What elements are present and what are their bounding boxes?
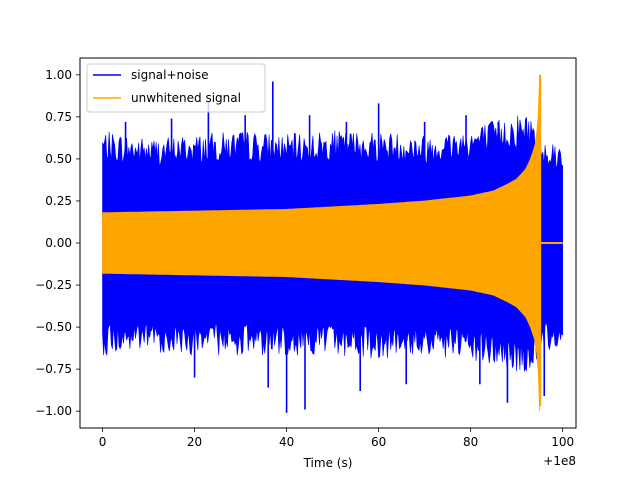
y-tick-label: −1.00 <box>35 404 72 418</box>
y-tick-label: 0.00 <box>45 236 72 250</box>
y-tick-label: −0.75 <box>35 362 72 376</box>
y-tick-label: 1.00 <box>45 68 72 82</box>
x-tick-label: 0 <box>99 435 107 449</box>
y-tick-label: −0.50 <box>35 320 72 334</box>
y-tick-label: 0.50 <box>45 152 72 166</box>
legend-label-unwhitened-signal: unwhitened signal <box>131 91 241 105</box>
y-tick-label: −0.25 <box>35 278 72 292</box>
legend-box <box>86 63 266 113</box>
x-tick-label: 40 <box>279 435 294 449</box>
legend: signal+noise unwhitened signal <box>86 63 266 113</box>
x-axis-label: Time (s) <box>303 456 353 470</box>
x-axis-offset-label: +1e8 <box>543 454 576 468</box>
x-axis-ticks: 0 20 40 60 80 100 <box>99 428 574 449</box>
series-signal-noise-spikes <box>124 81 546 413</box>
series-unwhitened-signal-extras <box>539 74 563 407</box>
x-tick-label: 80 <box>463 435 478 449</box>
y-tick-label: 0.75 <box>45 110 72 124</box>
x-tick-label: 20 <box>187 435 202 449</box>
x-tick-label: 60 <box>371 435 386 449</box>
series-unwhitened-signal-band <box>102 74 541 412</box>
legend-label-signal-noise: signal+noise <box>131 68 208 82</box>
plot-area <box>102 74 563 413</box>
y-axis-ticks: −1.00 −0.75 −0.50 −0.25 0.00 0.25 0.50 0.75 1.00 <box>35 68 80 418</box>
y-tick-label: 0.25 <box>45 194 72 208</box>
x-tick-label: 100 <box>551 435 574 449</box>
